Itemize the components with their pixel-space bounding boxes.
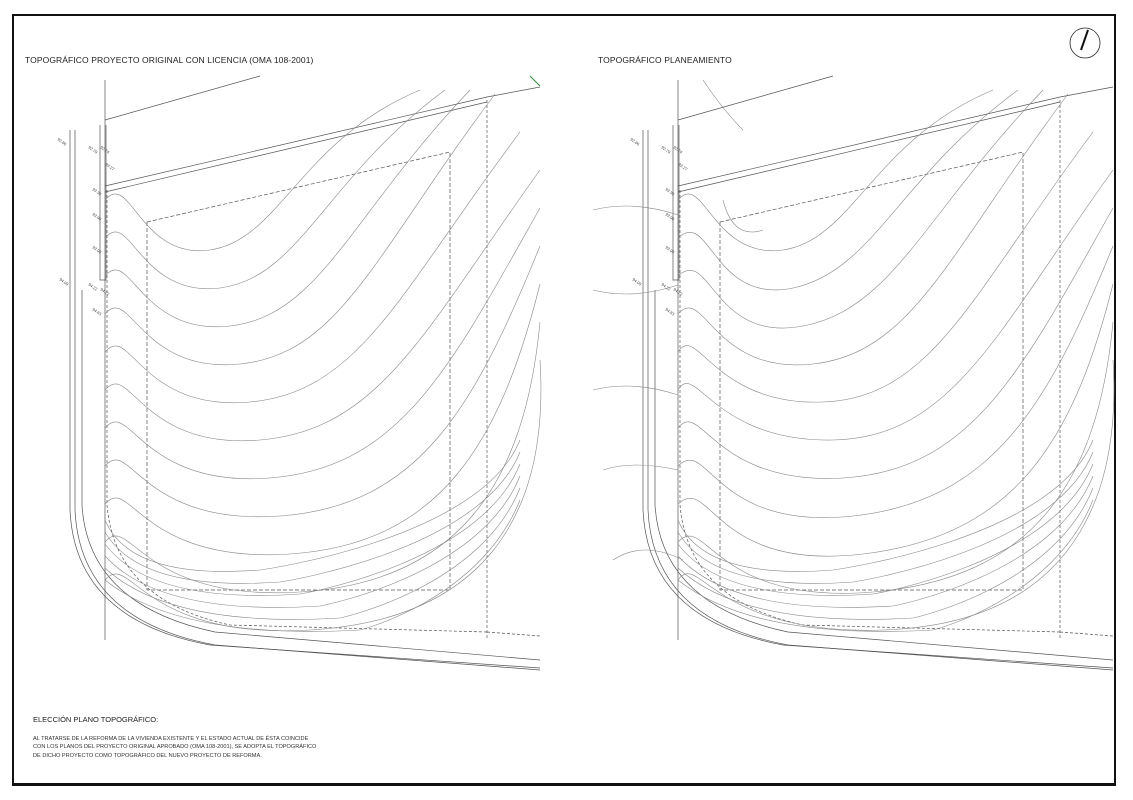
contour-line [677,245,1114,518]
contour-line [104,359,542,632]
elevation-label: 93.90 [664,212,676,222]
plan-title-original: TOPOGRÁFICO PROYECTO ORIGINAL CON LICENC… [25,55,314,65]
elevation-label: 94.09 [58,277,70,287]
drawing-frame [12,14,1116,786]
elevation-label: 94.83 [664,307,676,317]
elevation-label: 92.86 [629,137,641,147]
elevation-label: 94.83 [91,307,103,317]
elevation-label: 94.22 [87,282,99,292]
contour-line [104,451,521,584]
elevation-label: 92.79 [660,145,672,155]
contour-line [677,131,1094,403]
north-arrow-icon [1069,27,1101,59]
elevation-label: 94.22 [672,287,684,297]
contour-line [677,359,1115,631]
elevation-label: 93.27 [677,162,689,172]
elevation-label: 93.98 [664,245,676,255]
contour-line [104,283,541,556]
plan-original: 92.86 92.79 92.74 93.27 93.38 93.90 93.98 94.09… [56,75,542,671]
property-line [677,75,834,121]
elevation-label: 93.38 [91,187,103,197]
contour-line [104,475,521,608]
contour-line [677,89,994,252]
plan-title-planeamiento: TOPOGRÁFICO PLANEAMIENTO [598,55,732,65]
elevation-label: 93.90 [91,212,103,222]
elevation-label: 92.74 [99,145,111,155]
contour-line [677,207,1114,479]
contour-line [677,283,1114,557]
note-line: CON LOS PLANOS DEL PROYECTO ORIGINAL APR… [33,744,317,751]
contour-line [104,487,521,620]
contour-line [677,439,1094,572]
survey-mark [529,75,541,87]
road-edge [74,130,541,671]
road-edge [642,130,1114,669]
contour-line [104,93,496,366]
road-edge [99,125,107,281]
elevation-label: 92.74 [672,145,684,155]
elevation-label: 92.86 [56,137,68,147]
contour-line [677,169,1114,441]
contour-line [104,499,521,632]
building-footprint [146,151,451,591]
contour-line [104,89,446,290]
contour-line [677,93,1069,366]
note-body: AL TRATARSE DE LA REFORMA DE LA VIVIENDA… [33,735,353,760]
note-heading: ELECCIÓN PLANO TOPOGRÁFICO: [33,715,159,724]
contour-line [104,463,521,596]
contour-line [104,245,541,518]
boundary-dashed [486,100,541,640]
contour-line [677,321,1114,594]
contour-line [677,89,1044,329]
contour-line [104,207,541,480]
contour-line [592,79,764,561]
contour-line [104,321,541,594]
elevation-label: 93.98 [91,245,103,255]
boundary-dashed [1059,100,1114,640]
elevation-label: 93.27 [104,162,116,172]
plan-planeamiento: 92.86 92.79 92.74 93.27 93.38 93.90 93.98 94.09… [592,75,1115,671]
contour-line [677,89,1019,291]
note-line: AL TRATARSE DE LA REFORMA DE LA VIVIENDA… [33,736,309,742]
elevation-label: 94.09 [631,277,643,287]
elevation-label: 94.22 [660,282,672,292]
road-edge [69,130,541,669]
contour-line [677,463,1094,596]
road-edge [81,290,541,661]
elevation-label: 92.79 [87,145,99,155]
building-footprint [719,151,1024,591]
road-edge [672,125,680,281]
elevation-label: 93.38 [664,187,676,197]
boundary-dashed [679,190,1061,633]
elevation-label: 94.22 [99,287,111,297]
contour-line [677,499,1094,632]
contour-line [104,169,541,442]
contour-line [677,451,1094,584]
property-line [104,75,261,121]
road-edge [647,130,1114,671]
note-line: DE DICHO PROYECTO COMO TOPOGRÁFICO DEL N… [33,752,262,759]
contour-line [104,131,521,404]
contour-line [677,475,1094,608]
property-boundary [104,86,541,193]
contour-line [677,487,1094,620]
road-edge [654,290,1114,661]
contour-line [104,89,471,328]
property-boundary [677,86,1114,193]
boundary-dashed [106,190,488,633]
contour-line [104,89,421,252]
